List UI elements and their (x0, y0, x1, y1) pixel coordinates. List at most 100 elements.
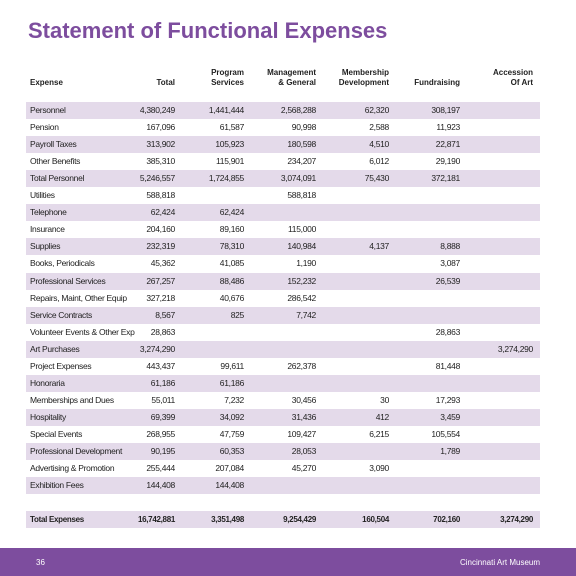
table-row: Other Benefits 385,310 115,901 234,207 6,012… (26, 153, 540, 170)
cell-value: 81,448 (435, 360, 461, 371)
cell-value: 28,863 (150, 326, 176, 337)
cell-value: 34,092 (219, 411, 245, 422)
cell-value: 144,408 (215, 480, 244, 491)
table-row: Art Purchases 3,274,290 3,274,290 (26, 340, 540, 358)
spacer-row (26, 494, 540, 511)
table-row: Hospitality 69,399 34,092 31,436 412 3,459 (26, 408, 540, 426)
cell-value: 45,270 (291, 463, 317, 474)
cell-value: 1,724,855 (208, 173, 244, 184)
org-name: Cincinnati Art Museum (459, 558, 540, 567)
cell-value: 28,053 (291, 446, 317, 456)
row-label: Hospitality (30, 411, 66, 422)
cell-value: 30 (380, 394, 389, 405)
row-label: Payroll Taxes (30, 139, 77, 150)
row-label: Utilities (30, 190, 55, 201)
table-row: Utilities 588,818 588,818 (26, 187, 540, 204)
cell-value: 3,274,290 (139, 343, 175, 354)
row-label: Honoraria (30, 377, 65, 388)
table-row: Honoraria 61,186 61,186 (26, 374, 540, 392)
row-label: Art Purchases (30, 343, 80, 354)
column-header: Expense (30, 78, 63, 87)
table-row: Exhibition Fees 144,408 144,408 (26, 477, 540, 495)
cell-value: 90,195 (150, 446, 176, 456)
cell-value: 88,486 (219, 275, 245, 286)
table-row: Memberships and Dues 55,011 7,232 30,456 30 1… (26, 392, 540, 409)
row-label: Advertising & Promotion (30, 463, 115, 474)
table-row: Personnel 4,380,249 1,441,444 2,568,288 62,3… (26, 102, 540, 119)
row-label: Supplies (30, 241, 61, 252)
cell-value: 8,567 (155, 309, 175, 320)
cell-value: 140,984 (287, 241, 316, 252)
cell-value: 7,232 (224, 394, 244, 405)
table-row: Payroll Taxes 313,902 105,923 180,598 4,510 2… (26, 136, 540, 154)
cell-value: 1,789 (440, 446, 460, 456)
page-number: 36 (36, 558, 45, 567)
cell-value: 4,137 (369, 241, 389, 252)
cell-value: 412 (375, 411, 390, 422)
cell-value: 144,408 (146, 480, 175, 491)
cell-value: 41,085 (219, 258, 245, 269)
cell-value: 385,310 (146, 156, 175, 167)
cell-value: 286,542 (287, 292, 316, 303)
cell-value: 313,902 (146, 139, 175, 150)
cell-value: 115,901 (216, 156, 244, 167)
table-row: Service Contracts 8,567 825 7,742 (26, 306, 540, 324)
cell-value: 31,436 (291, 411, 317, 422)
cell-value: 308,197 (431, 105, 460, 115)
cell-value: 262,378 (287, 360, 316, 371)
cell-value: 167,096 (146, 122, 175, 133)
table-row: Professional Development 90,195 60,353 28,0… (26, 443, 540, 460)
cell-value: 4,510 (369, 139, 389, 150)
cell-value: 16,742,881 (137, 515, 175, 525)
cell-value: 160,504 (362, 515, 389, 525)
cell-value: 61,186 (219, 377, 245, 388)
column-header: Fundraising (414, 78, 460, 87)
cell-value: 2,568,288 (280, 105, 316, 115)
cell-value: 61,587 (219, 122, 245, 133)
cell-value: 30,456 (291, 394, 317, 405)
cell-value: 232,319 (146, 241, 175, 252)
cell-value: 8,888 (440, 241, 460, 252)
cell-value: 45,362 (150, 258, 176, 269)
cell-value: 3,274,290 (500, 515, 533, 525)
cell-value: 17,293 (435, 394, 461, 405)
cell-value: 62,424 (150, 207, 176, 218)
cell-value: 105,923 (215, 139, 244, 150)
cell-value: 327,218 (146, 292, 175, 303)
cell-value: 69,399 (150, 411, 176, 422)
row-label: Insurance (30, 224, 65, 235)
row-label: Telephone (30, 207, 67, 218)
table-row: Total Personnel 5,246,557 1,724,855 3,074,0… (26, 170, 540, 188)
cell-value: 6,215 (369, 428, 389, 439)
cell-value: 234,207 (287, 156, 316, 167)
row-label: Special Events (30, 428, 83, 439)
cell-value: 60,353 (219, 446, 245, 456)
cell-value: 62,320 (364, 105, 390, 115)
column-header: Program Services (211, 68, 244, 87)
cell-value: 3,274,290 (497, 343, 533, 354)
cell-value: 1,190 (296, 258, 316, 269)
cell-value: 3,351,498 (211, 515, 244, 525)
column-header: Accession Of Art (492, 68, 533, 87)
cell-value: 105,554 (431, 428, 460, 439)
table-row: Pension 167,096 61,587 90,998 2,588 11,923 (26, 119, 540, 136)
row-label: Books, Periodicals (30, 258, 95, 269)
cell-value: 372,181 (431, 173, 460, 184)
cell-value: 47,759 (219, 428, 245, 439)
cell-value: 90,998 (291, 122, 317, 133)
row-label: Personnel (30, 105, 66, 115)
row-label: Professional Development (30, 446, 123, 456)
cell-value: 61,186 (150, 377, 176, 388)
cell-value: 99,611 (220, 360, 244, 371)
cell-value: 29,190 (435, 156, 461, 167)
cell-value: 40,676 (219, 292, 245, 303)
cell-value: 825 (230, 309, 245, 320)
cell-value: 268,955 (146, 428, 175, 439)
row-label: Other Benefits (30, 156, 81, 167)
column-header: Total (156, 78, 175, 87)
cell-value: 3,090 (369, 463, 389, 474)
cell-value: 588,818 (146, 190, 175, 201)
cell-value: 75,430 (364, 173, 390, 184)
cell-value: 204,160 (146, 224, 175, 235)
table-row: Books, Periodicals 45,362 41,085 1,190 3,087 (26, 255, 540, 272)
